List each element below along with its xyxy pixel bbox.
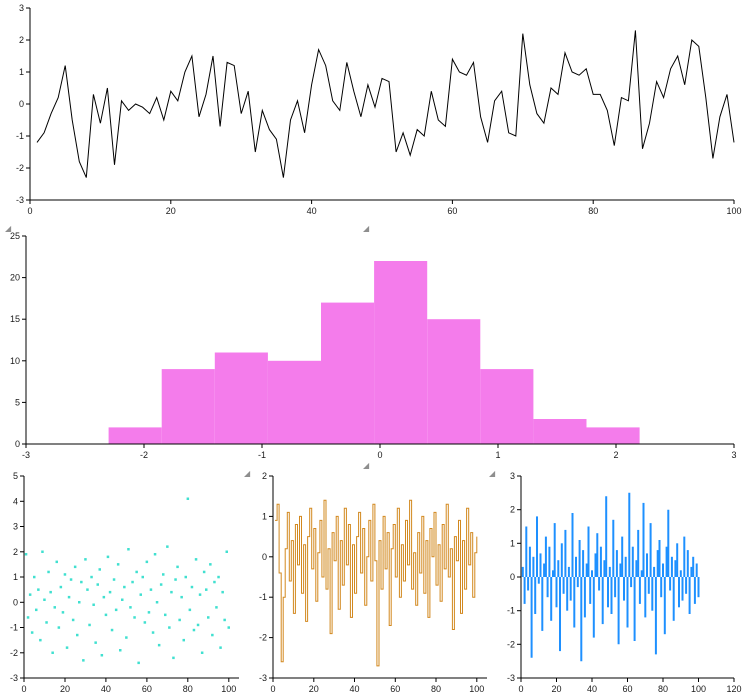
svg-text:0: 0 — [510, 572, 515, 582]
svg-text:5: 5 — [15, 397, 20, 407]
svg-text:10: 10 — [10, 356, 20, 366]
svg-text:-1: -1 — [10, 623, 18, 633]
svg-text:40: 40 — [307, 206, 317, 216]
svg-text:60: 60 — [622, 684, 632, 694]
svg-text:20: 20 — [10, 273, 20, 283]
svg-text:-1: -1 — [259, 592, 267, 602]
svg-text:0: 0 — [15, 439, 20, 449]
svg-text:0: 0 — [270, 684, 275, 694]
scatter-plot-canvas[interactable]: -3 -2 -1 0 1 2 3 4 5 0 20 40 60 80 100 — [0, 468, 247, 700]
svg-text:20: 20 — [551, 684, 561, 694]
histogram-plot-canvas[interactable]: 0 5 10 15 20 25 -3 -2 -1 0 1 2 3 — [0, 226, 742, 466]
svg-text:80: 80 — [431, 684, 441, 694]
svg-text:15: 15 — [10, 314, 20, 324]
svg-text:0: 0 — [27, 206, 32, 216]
svg-text:60: 60 — [142, 684, 152, 694]
svg-text:100: 100 — [691, 684, 706, 694]
svg-text:-2: -2 — [259, 633, 267, 643]
svg-text:80: 80 — [658, 684, 668, 694]
svg-text:1: 1 — [19, 67, 24, 77]
svg-text:0: 0 — [518, 684, 523, 694]
splitter-grip-icon[interactable]: ◢ — [244, 469, 251, 478]
svg-text:-1: -1 — [258, 450, 266, 460]
splitter-grip-icon[interactable]: ◢ — [5, 224, 12, 233]
svg-text:2: 2 — [510, 505, 515, 515]
line-chart-pane: -3 -2 -1 0 1 2 3 0 20 40 60 80 100 — [0, 0, 742, 222]
histogram-pane: 0 5 10 15 20 25 -3 -2 -1 0 1 2 3 — [0, 226, 742, 466]
svg-text:120: 120 — [726, 684, 741, 694]
svg-text:-3: -3 — [22, 450, 30, 460]
splitter-grip-icon[interactable]: ◢ — [363, 224, 370, 233]
line-plot-canvas[interactable]: -3 -2 -1 0 1 2 3 0 20 40 60 80 100 — [0, 0, 742, 222]
svg-text:-2: -2 — [140, 450, 148, 460]
stem-plot-canvas[interactable]: -3 -2 -1 0 1 2 3 0 20 40 60 80 100 120 — [497, 468, 742, 700]
svg-text:100: 100 — [469, 684, 484, 694]
svg-text:-2: -2 — [10, 648, 18, 658]
svg-text:-3: -3 — [259, 673, 267, 683]
svg-text:40: 40 — [587, 684, 597, 694]
svg-text:3: 3 — [731, 450, 736, 460]
splitter-grip-icon[interactable]: ◢ — [363, 461, 370, 470]
svg-text:80: 80 — [183, 684, 193, 694]
svg-text:0: 0 — [19, 99, 24, 109]
svg-text:3: 3 — [13, 522, 18, 532]
scatter-pane: -3 -2 -1 0 1 2 3 4 5 0 20 40 60 80 100 — [0, 468, 247, 700]
svg-text:1: 1 — [495, 450, 500, 460]
svg-text:3: 3 — [510, 471, 515, 481]
svg-text:-1: -1 — [16, 131, 24, 141]
stem-pane: -3 -2 -1 0 1 2 3 0 20 40 60 80 100 120 — [497, 468, 742, 700]
svg-text:0: 0 — [21, 684, 26, 694]
svg-text:0: 0 — [262, 552, 267, 562]
svg-text:1: 1 — [262, 511, 267, 521]
svg-text:4: 4 — [13, 496, 18, 506]
svg-text:1: 1 — [13, 572, 18, 582]
svg-text:60: 60 — [390, 684, 400, 694]
svg-text:-2: -2 — [507, 639, 515, 649]
svg-text:100: 100 — [221, 684, 236, 694]
svg-text:-2: -2 — [16, 163, 24, 173]
splitter-grip-icon[interactable]: ◢ — [489, 469, 496, 478]
svg-text:2: 2 — [13, 547, 18, 557]
svg-text:1: 1 — [510, 538, 515, 548]
svg-text:80: 80 — [588, 206, 598, 216]
svg-text:60: 60 — [447, 206, 457, 216]
svg-text:25: 25 — [10, 231, 20, 241]
svg-text:2: 2 — [262, 471, 267, 481]
svg-text:20: 20 — [166, 206, 176, 216]
svg-text:-3: -3 — [10, 673, 18, 683]
svg-text:20: 20 — [309, 684, 319, 694]
svg-text:3: 3 — [19, 3, 24, 13]
svg-text:0: 0 — [13, 597, 18, 607]
svg-text:20: 20 — [60, 684, 70, 694]
svg-text:40: 40 — [349, 684, 359, 694]
svg-text:5: 5 — [13, 471, 18, 481]
svg-text:2: 2 — [19, 35, 24, 45]
svg-text:0: 0 — [377, 450, 382, 460]
svg-text:100: 100 — [726, 206, 741, 216]
svg-text:2: 2 — [613, 450, 618, 460]
svg-text:-3: -3 — [507, 673, 515, 683]
stairs-pane: -3 -2 -1 0 1 2 0 20 40 60 80 100 — [249, 468, 495, 700]
svg-text:40: 40 — [101, 684, 111, 694]
svg-text:-3: -3 — [16, 195, 24, 205]
svg-text:-1: -1 — [507, 606, 515, 616]
